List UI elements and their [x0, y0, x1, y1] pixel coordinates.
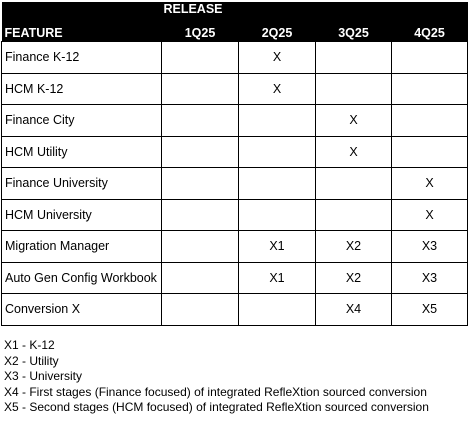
legend-notes: X1 - K-12 X2 - Utility X3 - University X…	[4, 338, 429, 416]
release-mark-cell	[391, 135, 468, 168]
table-row: Finance University X	[1, 167, 468, 200]
quarter-header-3q25: 3Q25	[315, 18, 392, 42]
table-body: Finance K-12 X HCM K-12 X Finance City X…	[1, 41, 468, 326]
release-mark-cell	[315, 72, 392, 105]
feature-cell: Auto Gen Config Workbook	[1, 261, 162, 294]
release-mark-cell	[391, 104, 468, 137]
legend-note-x1: X1 - K-12	[4, 338, 55, 352]
table-row: HCM K-12 X	[1, 72, 468, 105]
table-row: Conversion X X4 X5	[1, 293, 468, 326]
release-mark-cell: X3	[391, 261, 468, 294]
release-mark-cell	[161, 104, 239, 137]
quarter-header-2q25: 2Q25	[238, 18, 316, 42]
release-mark-cell: X4	[315, 293, 392, 326]
release-mark-cell	[315, 167, 392, 200]
quarter-header-1q25: 1Q25	[161, 18, 239, 42]
table-row: Finance City X	[1, 104, 468, 137]
legend-note-x3: X3 - University	[4, 369, 83, 384]
release-mark-cell: X1	[238, 230, 316, 263]
release-mark-cell: X2	[315, 261, 392, 294]
release-mark-cell	[238, 198, 316, 231]
quarter-header-4q25: 4Q25	[391, 18, 468, 42]
release-schedule-table: RELEASE FEATURE 1Q25 2Q25 3Q25 4Q25 Fina…	[1, 2, 468, 326]
feature-cell: HCM Utility	[1, 135, 162, 168]
release-mark-cell	[238, 135, 316, 168]
feature-column-header: FEATURE	[1, 18, 162, 42]
release-mark-cell: X	[391, 198, 468, 231]
release-mark-cell: X	[238, 41, 316, 74]
table-row: Finance K-12 X	[1, 41, 468, 74]
feature-cell: Finance K-12	[1, 41, 162, 74]
legend-note-x5: X5 - Second stages (HCM focused) of inte…	[4, 400, 429, 415]
feature-cell: HCM University	[1, 198, 162, 231]
release-mark-cell	[161, 198, 239, 231]
feature-cell: HCM K-12	[1, 72, 162, 105]
release-mark-cell: X	[238, 72, 316, 105]
release-mark-cell	[161, 230, 239, 263]
release-mark-cell: X5	[391, 293, 468, 326]
release-label: RELEASE	[161, 2, 239, 18]
release-mark-cell	[315, 41, 392, 74]
release-mark-cell	[161, 167, 239, 200]
feature-cell: Migration Manager	[1, 230, 162, 263]
release-mark-cell	[315, 198, 392, 231]
release-mark-cell: X	[315, 104, 392, 137]
feature-cell: Finance City	[1, 104, 162, 137]
release-mark-cell	[161, 72, 239, 105]
release-mark-cell	[391, 72, 468, 105]
release-mark-cell	[238, 167, 316, 200]
feature-cell: Conversion X	[1, 293, 162, 326]
legend-note-x2: X2 - Utility	[4, 353, 59, 368]
release-mark-cell	[238, 293, 316, 326]
release-mark-cell	[161, 293, 239, 326]
release-mark-cell	[161, 135, 239, 168]
feature-cell: Finance University	[1, 167, 162, 200]
release-mark-cell	[238, 104, 316, 137]
table-header: RELEASE FEATURE 1Q25 2Q25 3Q25 4Q25	[1, 2, 468, 42]
table-row: Migration Manager X1 X2 X3	[1, 230, 468, 263]
release-mark-cell	[161, 261, 239, 294]
legend-note-x4: X4 - First stages (Finance focused) of i…	[4, 384, 427, 399]
release-mark-cell: X	[391, 167, 468, 200]
table-row: HCM University X	[1, 198, 468, 231]
release-mark-cell: X1	[238, 261, 316, 294]
release-mark-cell: X	[315, 135, 392, 168]
table-row: HCM Utility X	[1, 135, 468, 168]
release-mark-cell	[391, 41, 468, 74]
release-mark-cell	[161, 41, 239, 74]
table-row: Auto Gen Config Workbook X1 X2 X3	[1, 261, 468, 294]
release-mark-cell: X2	[315, 230, 392, 263]
release-mark-cell: X3	[391, 230, 468, 263]
